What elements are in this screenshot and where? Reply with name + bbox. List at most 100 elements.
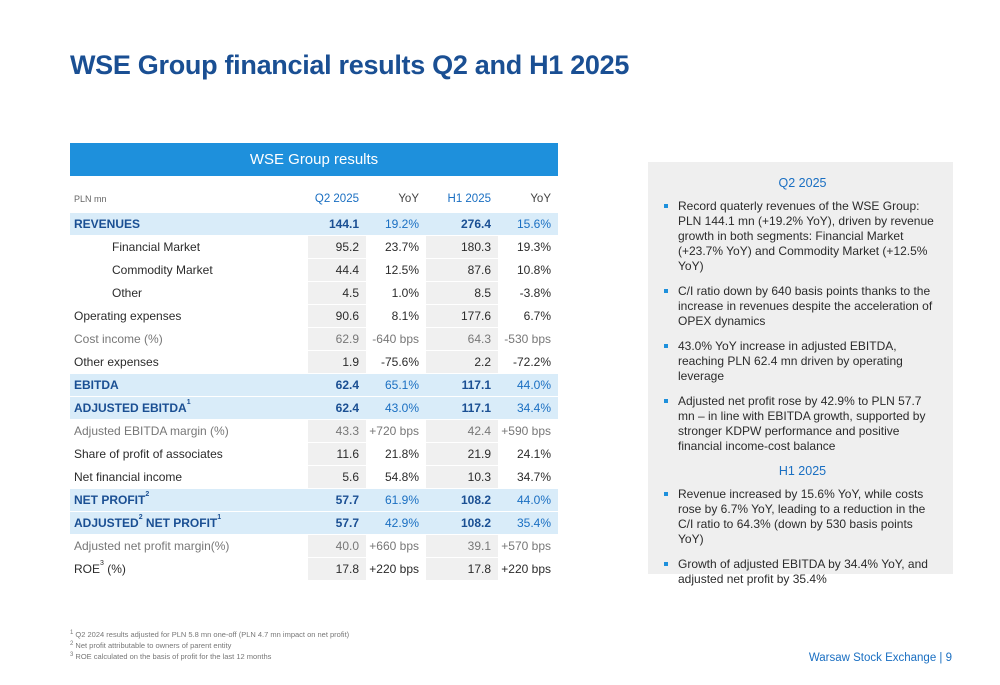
results-table: WSE Group results PLN mn Q2 2025 YoY H1 … <box>70 143 558 581</box>
cell-yoy-q2: 12.5% <box>384 263 419 277</box>
cell-yoy-q2: +720 bps <box>369 424 419 438</box>
cell-h1: 39.1 <box>426 535 498 557</box>
cell-q2: 5.6 <box>308 466 366 488</box>
cell-h1: 276.4 <box>426 213 498 235</box>
cell-q2: 57.7 <box>308 512 366 534</box>
row-label: ROE3 (%) <box>70 560 308 576</box>
row-label: Operating expenses <box>74 309 182 323</box>
row-label-text: (%) <box>103 562 126 576</box>
row-label: Other <box>112 286 143 300</box>
row-label: Share of profit of associates <box>74 447 223 461</box>
table-row: Other 4.5 1.0% 8.5 -3.8% <box>70 282 558 305</box>
table-row: Adjusted EBITDA margin (%) 43.3 +720 bps… <box>70 420 558 443</box>
cell-q2: 11.6 <box>308 443 366 465</box>
footnote-number: 3 <box>70 652 74 658</box>
table-row: EBITDA 62.4 65.1% 117.1 44.0% <box>70 374 558 397</box>
cell-q2: 95.2 <box>308 236 366 258</box>
cell-q2: 144.1 <box>308 213 366 235</box>
footnote: 1 Q2 2024 results adjusted for PLN 5.8 m… <box>70 629 349 640</box>
table-row: Net financial income 5.6 54.8% 10.3 34.7… <box>70 466 558 489</box>
cell-q2: 17.8 <box>308 558 366 580</box>
row-label: Net financial income <box>74 470 183 484</box>
cell-yoy-h1: 24.1% <box>516 447 551 461</box>
footnote-ref: 2 <box>138 514 143 521</box>
cell-h1: 117.1 <box>426 397 498 419</box>
footnote-ref: 1 <box>217 514 222 521</box>
row-label: Commodity Market <box>112 263 213 277</box>
cell-yoy-h1: 10.8% <box>516 263 551 277</box>
table-row: Other expenses 1.9 -75.6% 2.2 -72.2% <box>70 351 558 374</box>
cell-yoy-h1: +590 bps <box>501 424 551 438</box>
cell-yoy-h1: 35.4% <box>516 516 551 530</box>
footnote-text: ROE calculated on the basis of profit fo… <box>73 652 272 661</box>
cell-yoy-q2: 23.7% <box>384 240 419 254</box>
cell-yoy-q2: 61.9% <box>384 493 419 507</box>
cell-q2: 62.9 <box>308 328 366 350</box>
footnote-text: Q2 2024 results adjusted for PLN 5.8 mn … <box>73 630 350 639</box>
h1-section-title: H1 2025 <box>778 464 827 478</box>
cell-q2: 40.0 <box>308 535 366 557</box>
cell-h1: 108.2 <box>426 512 498 534</box>
cell-yoy-h1: 34.4% <box>516 401 551 415</box>
table-header: WSE Group results <box>70 143 558 176</box>
bullet-item: C/I ratio down by 640 basis points thank… <box>664 284 941 329</box>
cell-yoy-q2: 54.8% <box>384 470 419 484</box>
col-header-yoy-q2: YoY <box>398 193 419 205</box>
cell-yoy-q2: +220 bps <box>369 562 419 576</box>
unit-label: PLN mn <box>74 194 107 204</box>
cell-q2: 1.9 <box>308 351 366 373</box>
cell-yoy-q2: -75.6% <box>380 355 419 369</box>
table-row: Commodity Market 44.4 12.5% 87.6 10.8% <box>70 259 558 282</box>
footnote: 2 Net profit attributable to owners of p… <box>70 640 349 651</box>
row-label: REVENUES <box>74 217 141 231</box>
cell-q2: 90.6 <box>308 305 366 327</box>
footnote: 3 ROE calculated on the basis of profit … <box>70 651 349 662</box>
footnote-ref: 3 <box>100 560 104 567</box>
footnote-number: 2 <box>70 641 74 647</box>
cell-h1: 180.3 <box>426 236 498 258</box>
h1-bullet-list: Revenue increased by 15.6% YoY, while co… <box>664 487 941 587</box>
table-row: Adjusted net profit margin(%) 40.0 +660 … <box>70 535 558 558</box>
commentary-panel: Q2 2025 Record quaterly revenues of the … <box>648 162 953 586</box>
cell-yoy-q2: 42.9% <box>384 516 419 530</box>
bullet-item: Adjusted net profit rose by 42.9% to PLN… <box>664 394 941 454</box>
cell-h1: 2.2 <box>426 351 498 373</box>
row-label: Financial Market <box>112 240 201 254</box>
cell-yoy-q2: 19.2% <box>384 217 419 231</box>
row-label: Adjusted net profit margin(%) <box>74 539 230 553</box>
bullet-item: 43.0% YoY increase in adjusted EBITDA, r… <box>664 339 941 384</box>
footnote-ref: 2 <box>145 491 150 498</box>
cell-h1: 108.2 <box>426 489 498 511</box>
row-label: Adjusted EBITDA margin (%) <box>74 424 229 438</box>
cell-yoy-q2: +660 bps <box>369 539 419 553</box>
cell-h1: 8.5 <box>426 282 498 304</box>
cell-h1: 42.4 <box>426 420 498 442</box>
table-row: Financial Market 95.2 23.7% 180.3 19.3% <box>70 236 558 259</box>
bullet-item: Revenue increased by 15.6% YoY, while co… <box>664 487 941 547</box>
cell-h1: 117.1 <box>426 374 498 396</box>
table-row: ROE3 (%) 17.8 +220 bps 17.8 +220 bps <box>70 558 558 581</box>
col-header-h1: H1 2025 <box>426 186 498 212</box>
cell-yoy-h1: 19.3% <box>516 240 551 254</box>
cell-yoy-q2: -640 bps <box>372 332 419 346</box>
q2-bullet-list: Record quaterly revenues of the WSE Grou… <box>664 199 941 454</box>
row-label: EBITDA <box>74 378 119 392</box>
cell-yoy-h1: 15.6% <box>516 217 551 231</box>
cell-yoy-q2: 8.1% <box>391 309 419 323</box>
table-row: REVENUES 144.1 19.2% 276.4 15.6% <box>70 213 558 236</box>
row-label-text: ADJUSTED <box>74 516 139 530</box>
col-header-q2: Q2 2025 <box>308 186 366 212</box>
cell-yoy-q2: 65.1% <box>384 378 419 392</box>
row-label-text: ADJUSTED EBITDA <box>74 401 187 415</box>
cell-yoy-h1: +220 bps <box>501 562 551 576</box>
row-label-text: NET PROFIT <box>74 493 146 507</box>
cell-yoy-h1: 34.7% <box>516 470 551 484</box>
cell-yoy-q2: 21.8% <box>384 447 419 461</box>
row-label-text: NET PROFIT <box>142 516 218 530</box>
cell-h1: 17.8 <box>426 558 498 580</box>
cell-yoy-h1: -3.8% <box>519 286 551 300</box>
row-label: ADJUSTED2 NET PROFIT1 <box>70 514 308 530</box>
page-title: WSE Group financial results Q2 and H1 20… <box>70 50 630 80</box>
q2-section-title: Q2 2025 <box>778 176 827 190</box>
table-row: NET PROFIT2 57.7 61.9% 108.2 44.0% <box>70 489 558 512</box>
